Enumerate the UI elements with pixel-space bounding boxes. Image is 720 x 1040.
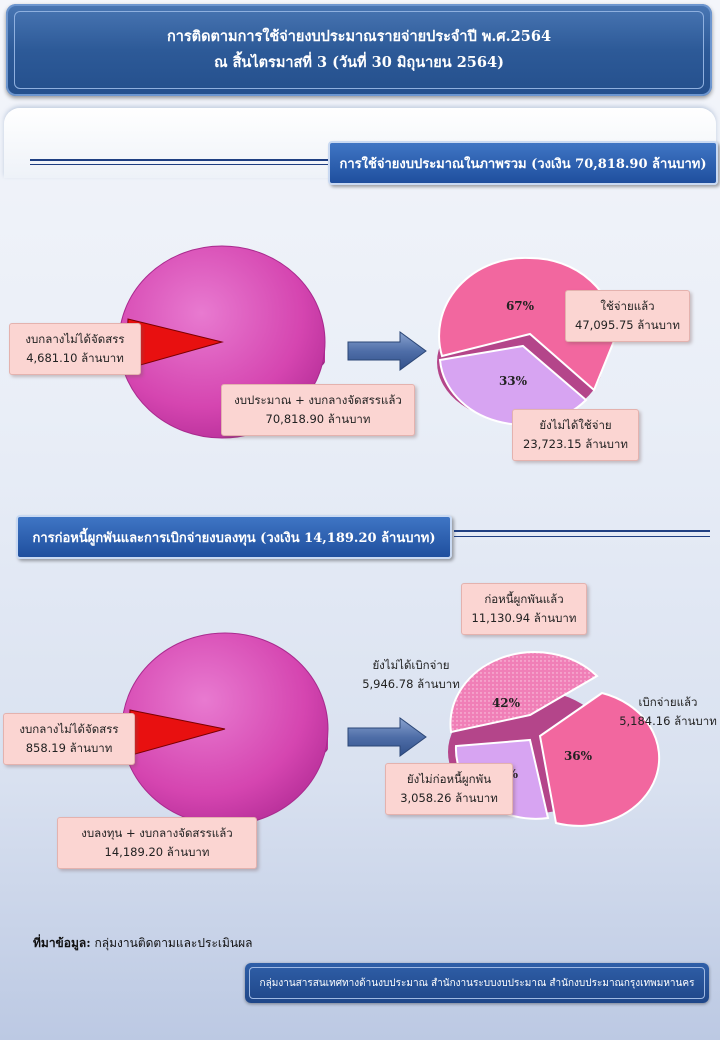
data-source-text: กลุ่มงานติดตามและประเมินผล (90, 936, 253, 950)
arrow-2 (347, 717, 427, 757)
pie2-slice-not-disbursed (449, 651, 599, 734)
footer-banner: กลุ่มงานสารสนเทศทางด้านงบประมาณ สำนักงาน… (245, 963, 709, 1003)
pie2-label-not-disbursed: ยังไม่ได้เบิกจ่าย 5,946.78 ล้านบาท (356, 656, 466, 694)
pie2-label-unallocated-name: งบกลางไม่ได้จัดสรร (19, 722, 119, 736)
pie2-label-not-disbursed-value: 5,946.78 ล้านบาท (362, 677, 460, 691)
header-banner: การติดตามการใช้จ่ายงบประมาณรายจ่ายประจำป… (6, 4, 712, 96)
pie2-label-not-committed: ยังไม่ก่อหนี้ผูกพัน 3,058.26 ล้านบาท (385, 763, 513, 815)
pie1-label-unallocated-name: งบกลางไม่ได้จัดสรร (25, 332, 125, 346)
pie2-label-unallocated-value: 858.19 ล้านบาท (25, 741, 113, 755)
pie2-label-not-committed-value: 3,058.26 ล้านบาท (400, 791, 498, 805)
section2-rule (454, 530, 710, 532)
pie1-label-spent-value: 47,095.75 ล้านบาท (575, 318, 680, 332)
section1-rule (30, 159, 328, 161)
pie1-label-allocated: งบประมาณ + งบกลางจัดสรรแล้ว 70,818.90 ล้… (221, 384, 415, 436)
section1-title: การใช้จ่ายงบประมาณในภาพรวม (วงเงิน 70,81… (328, 141, 718, 185)
pie1-label-unspent-value: 23,723.15 ล้านบาท (523, 437, 628, 451)
pie2-label-committed-value: 11,130.94 ล้านบาท (471, 611, 577, 625)
header-title-line1: การติดตามการใช้จ่ายงบประมาณรายจ่ายประจำป… (166, 28, 552, 45)
pie2-pct-not-disbursed: 42% (492, 696, 521, 710)
data-source: ที่มาข้อมูล: กลุ่มงานติดตามและประเมินผล (33, 934, 252, 953)
pie1-label-unspent: ยังไม่ได้ใช้จ่าย 23,723.15 ล้านบาท (512, 409, 639, 461)
pie2-label-unallocated: งบกลางไม่ได้จัดสรร 858.19 ล้านบาท (3, 713, 135, 765)
pie1-label-allocated-name: งบประมาณ + งบกลางจัดสรรแล้ว (234, 393, 402, 407)
header-frame: การติดตามการใช้จ่ายงบประมาณรายจ่ายประจำป… (14, 11, 704, 89)
pie1-label-unallocated-value: 4,681.10 ล้านบาท (26, 351, 124, 365)
pie2-label-committed-name: ก่อหนี้ผูกพันแล้ว (484, 592, 564, 606)
pie1-label-spent: ใช้จ่ายแล้ว 47,095.75 ล้านบาท (565, 290, 690, 342)
section2-rule-2 (454, 536, 710, 537)
pie1-pct-spent: 67% (506, 299, 535, 313)
pie1-label-allocated-value: 70,818.90 ล้านบาท (265, 412, 371, 426)
pie2-label-allocated-name: งบลงทุน + งบกลางจัดสรรแล้ว (81, 826, 233, 840)
pie1-source (118, 245, 326, 439)
pie2-label-disbursed-value: 5,184.16 ล้านบาท (619, 714, 717, 728)
pie2-label-not-disbursed-name: ยังไม่ได้เบิกจ่าย (372, 658, 450, 672)
pie2-label-allocated-value: 14,189.20 ล้านบาท (104, 845, 210, 859)
footer-text: กลุ่มงานสารสนเทศทางด้านงบประมาณ สำนักงาน… (249, 967, 705, 999)
pie2-pct-disbursed: 36% (564, 749, 593, 763)
pie2-label-disbursed: เบิกจ่ายแล้ว 5,184.16 ล้านบาท (616, 693, 720, 731)
pie2-label-allocated: งบลงทุน + งบกลางจัดสรรแล้ว 14,189.20 ล้า… (57, 817, 257, 869)
section1-rule-2 (30, 164, 328, 165)
data-source-label: ที่มาข้อมูล: (33, 936, 91, 950)
pie1-label-unallocated: งบกลางไม่ได้จัดสรร 4,681.10 ล้านบาท (9, 323, 141, 375)
pie2-label-committed: ก่อหนี้ผูกพันแล้ว 11,130.94 ล้านบาท (461, 583, 587, 635)
arrow-1 (347, 331, 427, 371)
pie1-pct-unspent: 33% (499, 374, 528, 388)
pie1-label-unspent-name: ยังไม่ได้ใช้จ่าย (539, 418, 612, 432)
section2-title: การก่อหนี้ผูกพันและการเบิกจ่ายงบลงทุน (ว… (16, 515, 452, 559)
pie1-label-spent-name: ใช้จ่ายแล้ว (600, 299, 655, 313)
pie2-slice-disbursed (538, 691, 661, 827)
header-title-line2: ณ สิ้นไตรมาสที่ 3 (วันที่ 30 มิถุนายน 25… (214, 54, 504, 71)
pie2-source (121, 632, 329, 826)
pie2-label-disbursed-name: เบิกจ่ายแล้ว (638, 695, 698, 709)
pie2-label-not-committed-name: ยังไม่ก่อหนี้ผูกพัน (406, 772, 492, 786)
